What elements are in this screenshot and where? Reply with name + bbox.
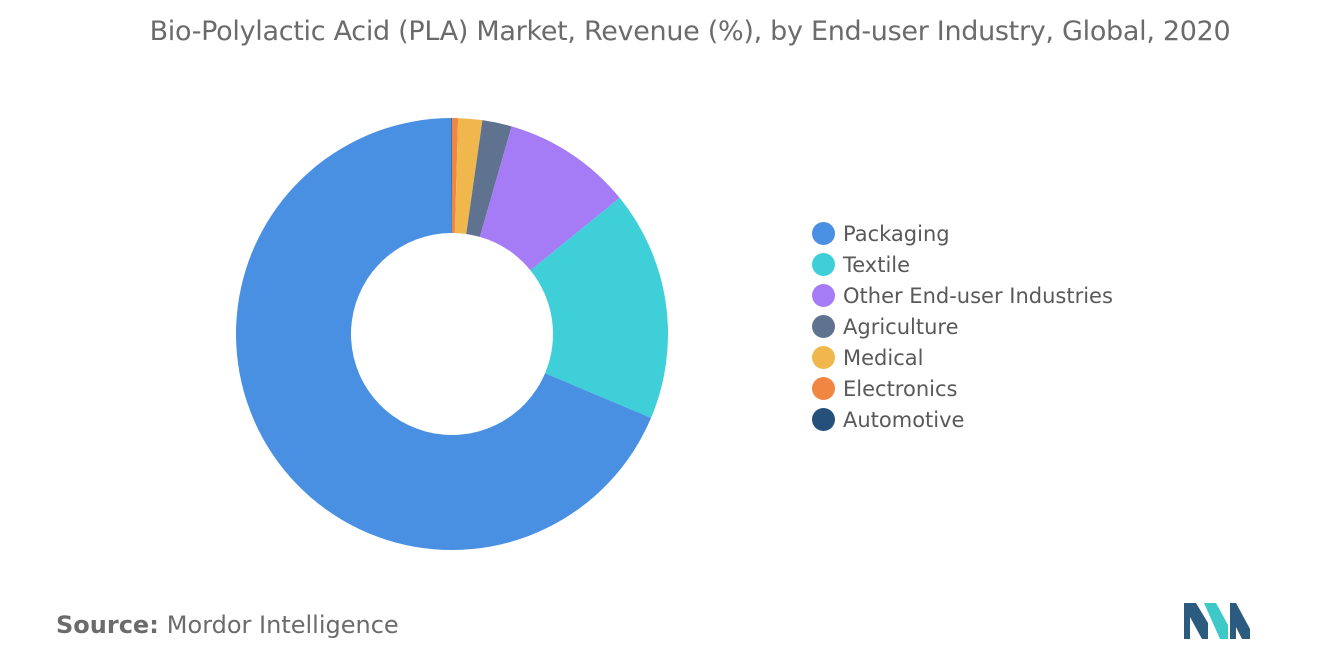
legend-item-textile: Textile (812, 249, 1113, 280)
legend-item-medical: Medical (812, 342, 1113, 373)
source-label: Source: (56, 611, 159, 639)
chart-legend: Packaging Textile Other End-user Industrie… (812, 218, 1113, 435)
slice-medical (454, 118, 483, 235)
legend-item-packaging: Packaging (812, 218, 1113, 249)
legend-swatch (812, 222, 835, 245)
legend-swatch (812, 284, 835, 307)
source-text: Mordor Intelligence (166, 611, 399, 639)
legend-label: Medical (843, 345, 924, 370)
legend-swatch (812, 253, 835, 276)
logo-shape-right (1230, 603, 1250, 639)
slice-packaging (235, 118, 652, 550)
slice-electronics (452, 118, 459, 234)
mordor-intelligence-logo-icon (1184, 603, 1250, 639)
logo-shape-left (1184, 603, 1208, 639)
slice-other-end-user-industries (479, 126, 620, 271)
legend-label: Other End-user Industries (843, 283, 1113, 308)
legend-label: Automotive (843, 407, 965, 432)
donut-slices (235, 118, 668, 550)
legend-label: Textile (843, 252, 911, 277)
legend-item-automotive: Automotive (812, 404, 1113, 435)
legend-label: Agriculture (843, 314, 959, 339)
legend-swatch (812, 315, 835, 338)
legend-swatch (812, 377, 835, 400)
legend-label: Packaging (843, 221, 950, 246)
legend-item-agriculture: Agriculture (812, 311, 1113, 342)
logo-shape-mid (1204, 603, 1228, 639)
slice-textile (530, 197, 668, 418)
legend-item-other-end-user-industries: Other End-user Industries (812, 280, 1113, 311)
slice-agriculture (466, 120, 512, 237)
chart-title: Bio-Polylactic Acid (PLA) Market, Revenu… (149, 16, 1231, 47)
legend-label: Electronics (843, 376, 958, 401)
legend-swatch (812, 346, 835, 369)
legend-swatch (812, 408, 835, 431)
source-note: Source: Mordor Intelligence (56, 611, 399, 639)
slice-automotive (451, 118, 452, 234)
legend-item-electronics: Electronics (812, 373, 1113, 404)
